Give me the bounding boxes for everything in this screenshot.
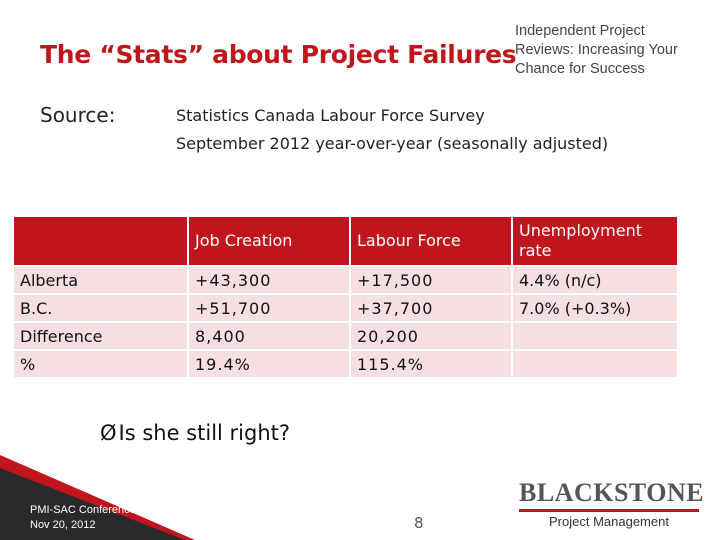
arrow-bullet-icon: Ø (100, 421, 117, 445)
subtitle-line: Chance for Success (515, 61, 645, 77)
table-cell: 8,400 (187, 321, 351, 351)
table-cell: 20,200 (349, 321, 513, 351)
table-cell: B.C. (12, 293, 189, 323)
table-header-cell (12, 215, 189, 267)
conference-date: Nov 20, 2012 (30, 519, 96, 531)
source-line: September 2012 year-over-year (seasonall… (176, 134, 609, 153)
conference-name: PMI-SAC Conference (30, 504, 136, 516)
table-cell: +43,300 (187, 265, 351, 295)
table-header-cell: Unemployment rate (511, 215, 679, 267)
stats-table: Job Creation Labour Force Unemployment r… (12, 215, 679, 379)
conference-info: PMI-SAC Conference Nov 20, 2012 (30, 503, 136, 533)
table-cell (511, 321, 679, 351)
slide-subtitle: Independent Project Reviews: Increasing … (515, 22, 715, 79)
table-row: B.C. +51,700 +37,700 7.0% (+0.3%) (12, 293, 679, 323)
table-cell (511, 349, 679, 379)
table-row: % 19.4% 115.4% (12, 349, 679, 379)
table-cell: +51,700 (187, 293, 351, 323)
table-cell: 19.4% (187, 349, 351, 379)
table-header-cell: Job Creation (187, 215, 351, 267)
table-cell: 7.0% (+0.3%) (511, 293, 679, 323)
blackstone-logo: BLACKSTONE Project Management (519, 478, 704, 530)
subtitle-line: Independent Project (515, 23, 645, 39)
table-cell: +37,700 (349, 293, 513, 323)
table-cell: 115.4% (349, 349, 513, 379)
source-label: Source: (40, 103, 116, 127)
table-header-cell: Labour Force (349, 215, 513, 267)
corner-dark-band (0, 468, 185, 540)
table-row: Alberta +43,300 +17,500 4.4% (n/c) (12, 265, 679, 295)
table-cell: % (12, 349, 189, 379)
table-cell: Difference (12, 321, 189, 351)
table-header-row: Job Creation Labour Force Unemployment r… (12, 215, 679, 267)
page-number: 8 (414, 514, 424, 532)
logo-underline (519, 509, 699, 512)
logo-tagline: Project Management (549, 514, 669, 529)
bullet-point: ØIs she still right? (100, 421, 290, 445)
logo-wordmark: BLACKSTONE (519, 478, 705, 507)
subtitle-line: Reviews: Increasing Your (515, 42, 678, 58)
table-row: Difference 8,400 20,200 (12, 321, 679, 351)
slide-title: The “Stats” about Project Failures (40, 40, 517, 69)
table-cell: +17,500 (349, 265, 513, 295)
bullet-text: Is she still right? (118, 421, 291, 445)
source-line: Statistics Canada Labour Force Survey (176, 106, 485, 125)
table-cell: 4.4% (n/c) (511, 265, 679, 295)
table-cell: Alberta (12, 265, 189, 295)
